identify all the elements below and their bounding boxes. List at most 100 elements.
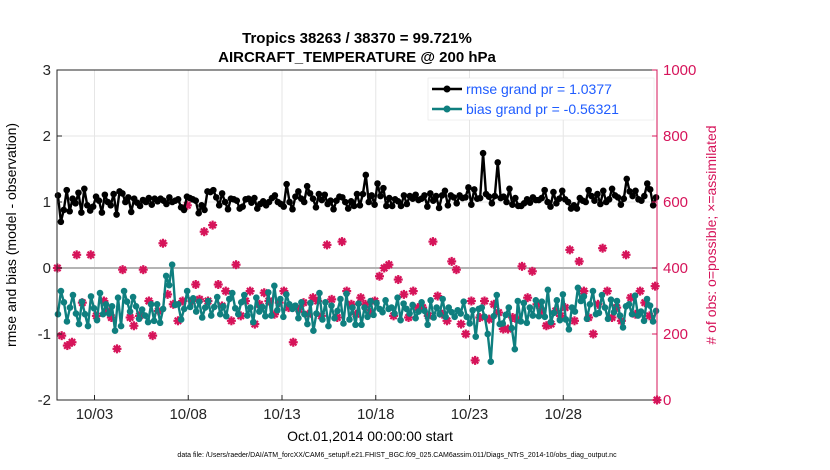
- data-file-footnote: data file: /Users/raeder/DAI/ATM_forcXX/…: [177, 452, 617, 459]
- obs-assimilated-marker: [86, 250, 96, 260]
- bias-point: [541, 313, 549, 321]
- bias-point: [108, 302, 116, 310]
- bias-point: [207, 312, 215, 319]
- legend-box: [427, 77, 655, 121]
- obs-assimilated-marker: [118, 265, 128, 275]
- rmse-point: [192, 197, 200, 204]
- obs-assimilated-marker: [72, 250, 82, 260]
- bias-point: [391, 310, 398, 317]
- rmse-point: [224, 205, 232, 213]
- bias-point: [96, 289, 104, 297]
- bias-point: [153, 301, 161, 308]
- bias-point: [406, 310, 413, 317]
- bias-point: [532, 297, 540, 304]
- rmse-point: [309, 195, 317, 202]
- obs-assimilated-marker: [375, 271, 384, 281]
- bias-point: [442, 313, 449, 321]
- rmse-point: [286, 198, 293, 206]
- rmse-point: [591, 197, 598, 204]
- bias-point: [246, 304, 254, 311]
- bias-point: [424, 321, 431, 329]
- rmse-point: [174, 196, 182, 203]
- rmse-point: [617, 201, 625, 208]
- bias-point: [135, 315, 143, 323]
- rmse-point: [556, 195, 563, 202]
- bias-point: [156, 319, 164, 327]
- rmse-point: [312, 203, 320, 211]
- obs-assimilated-marker: [650, 281, 660, 291]
- rmse-point: [212, 194, 220, 201]
- y-tick-label-right: 600: [663, 194, 688, 211]
- bias-point: [565, 326, 573, 333]
- bias-point: [102, 301, 110, 308]
- chart-subtitle: AIRCRAFT_TEMPERATURE @ 200 hPa: [218, 49, 496, 66]
- obs-assimilated-marker: [621, 250, 631, 260]
- rmse-point: [500, 193, 507, 201]
- obs-assimilated-marker: [112, 344, 122, 354]
- rmse-point: [306, 190, 314, 197]
- bias-point: [529, 312, 537, 319]
- rmse-point: [233, 197, 241, 204]
- rmse-point: [125, 194, 132, 201]
- bias-point: [523, 319, 531, 327]
- bias-point: [69, 291, 77, 299]
- rmse-point: [465, 184, 472, 191]
- bias-point: [601, 304, 609, 311]
- rmse-point: [643, 180, 651, 187]
- bias-point: [138, 306, 146, 313]
- bias-point: [174, 301, 182, 308]
- rmse-point: [649, 202, 657, 209]
- bias-point: [111, 327, 119, 335]
- obs-assimilated-marker: [428, 237, 438, 247]
- bias-point: [643, 295, 651, 303]
- bias-point: [481, 313, 489, 321]
- bias-point: [514, 297, 522, 305]
- rmse-point: [221, 198, 229, 206]
- bias-point: [463, 313, 471, 321]
- obs-assimilated-marker: [191, 280, 201, 289]
- rmse-point: [362, 171, 370, 179]
- bias-point: [412, 314, 419, 322]
- bias-point: [637, 308, 645, 315]
- obs-assimilated-marker: [226, 316, 236, 326]
- bias-point: [126, 308, 134, 315]
- bias-point: [355, 300, 362, 307]
- bias-point: [201, 304, 209, 311]
- rmse-point: [218, 190, 226, 197]
- rmse-point: [180, 206, 188, 214]
- rmse-point: [564, 198, 572, 206]
- y-tick-label-right: 200: [663, 326, 688, 343]
- bias-point: [631, 292, 639, 300]
- bias-point: [544, 286, 552, 294]
- rmse-point: [623, 175, 631, 183]
- bias-point: [556, 316, 564, 324]
- y-tick-label-right: 0: [663, 392, 671, 409]
- obs-assimilated-marker: [208, 220, 218, 230]
- bias-point: [520, 299, 528, 307]
- bias-point: [180, 305, 188, 313]
- axis-ticks: 3 2 1 0 -1 -2 1000 800 600 400 200 0 10/03 10/08 10/13…: [38, 62, 697, 423]
- rmse-point: [374, 180, 381, 187]
- rmse-point: [318, 196, 326, 204]
- bias-point: [649, 318, 657, 325]
- rmse-point: [585, 186, 592, 194]
- rmse-point: [127, 208, 135, 216]
- obs-assimilated-marker: [158, 238, 168, 248]
- rmse-point: [63, 186, 71, 194]
- bias-point: [66, 304, 74, 311]
- bias-point: [195, 298, 203, 305]
- rmse-point: [210, 186, 217, 194]
- obs-assimilated-marker: [565, 245, 575, 255]
- bias-point: [625, 301, 633, 308]
- rmse-point: [251, 194, 258, 202]
- obs-assimilated-marker: [570, 316, 579, 326]
- obs-assimilated-marker: [579, 286, 589, 296]
- rmse-point: [327, 197, 334, 204]
- rmse-point: [462, 194, 469, 201]
- bias-point: [162, 272, 170, 280]
- legend-bias-label: bias grand pr = -0.56321: [466, 101, 619, 117]
- obs-assimilated-marker: [393, 275, 403, 285]
- rmse-point: [365, 198, 373, 206]
- obs-assimilated-marker: [517, 261, 527, 271]
